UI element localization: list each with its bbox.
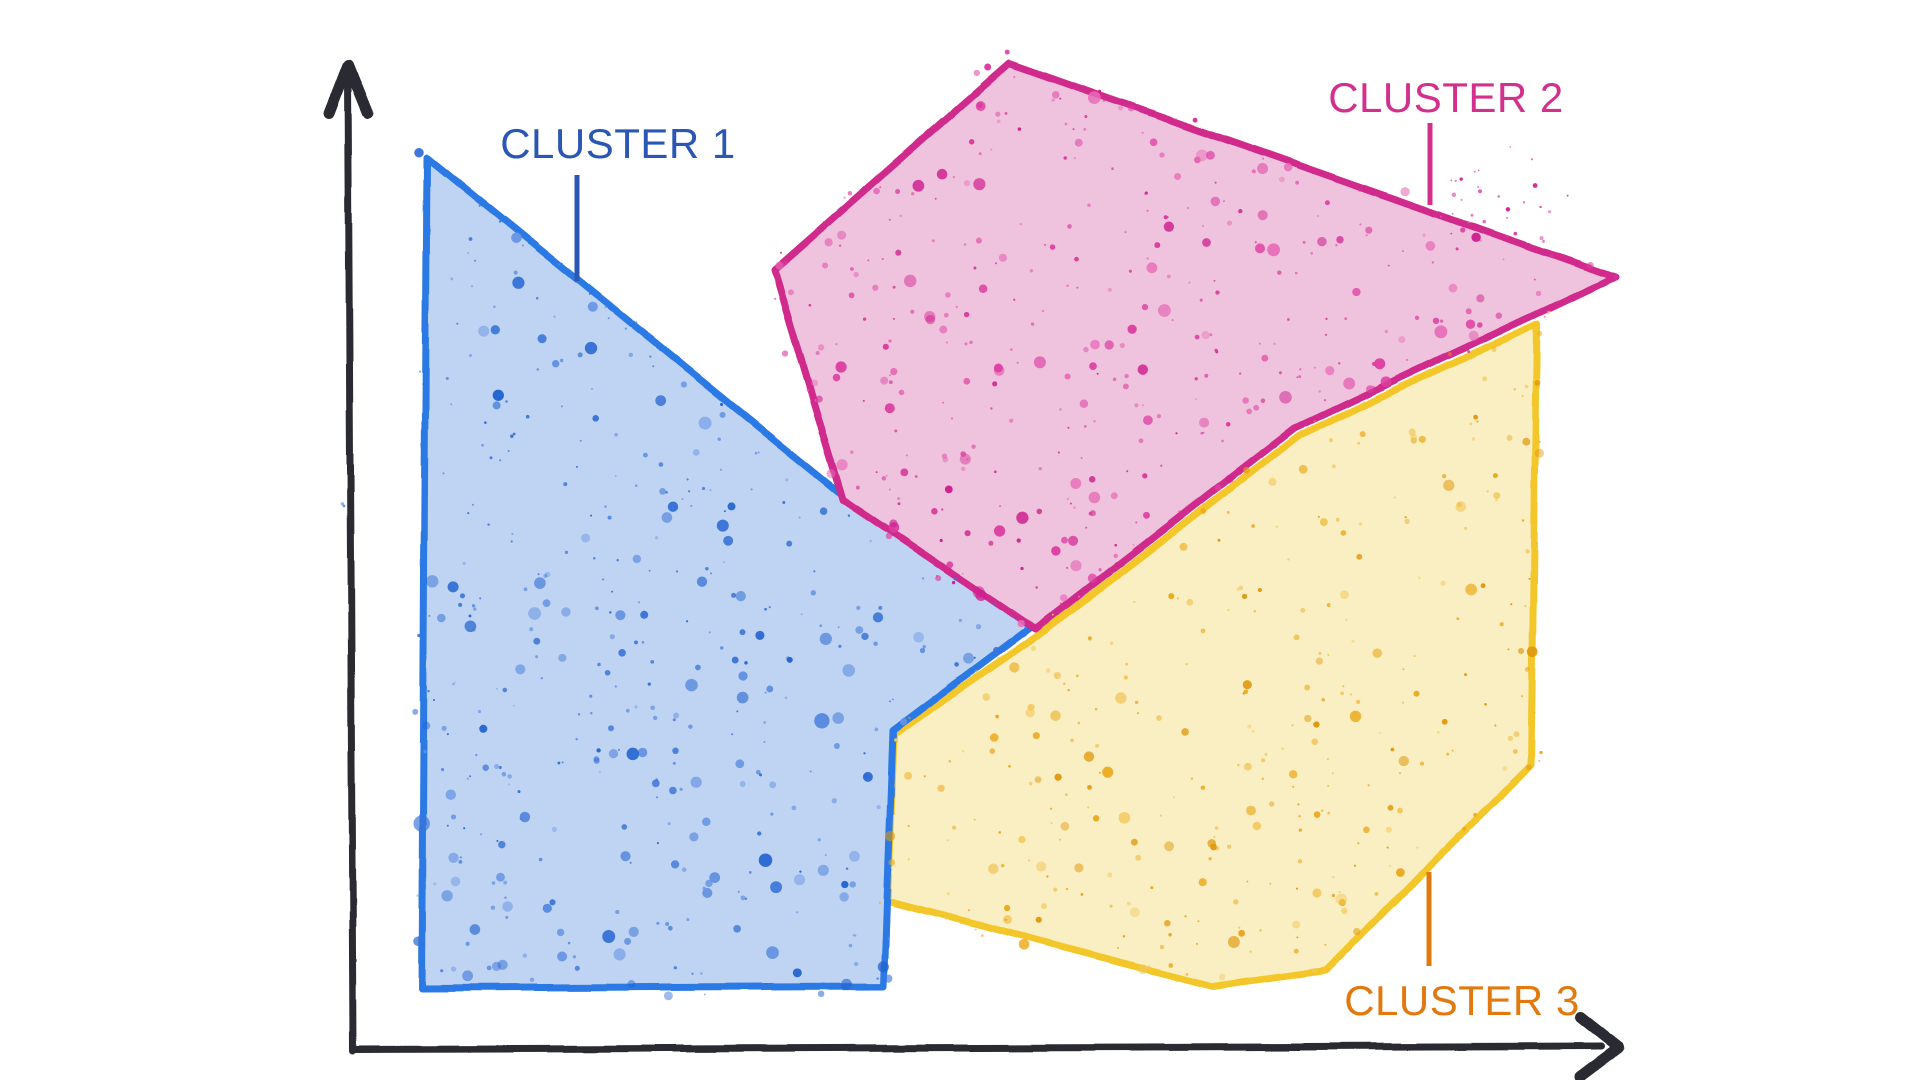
cluster-3-dot-group — [878, 310, 1551, 990]
cluster-regions — [418, 59, 1619, 992]
cluster-2-label: CLUSTER 2 — [1328, 74, 1564, 121]
cluster-2-region — [770, 59, 1619, 633]
x-axis-line — [349, 1042, 1605, 1054]
cluster-callouts: CLUSTER 1 CLUSTER 2 CLUSTER 3 — [500, 74, 1580, 1024]
cluster-1-dot-group — [340, 147, 1000, 1001]
x-axis-arrowhead-icon — [1573, 1011, 1625, 1080]
cluster-dots — [340, 49, 1618, 1001]
axes — [323, 58, 1625, 1080]
y-axis-line — [344, 70, 357, 1055]
y-axis-arrowhead-icon — [323, 58, 374, 119]
cluster-2-dot-group — [774, 49, 1618, 628]
cluster-3-label: CLUSTER 3 — [1344, 977, 1580, 1024]
cluster-1-label: CLUSTER 1 — [500, 120, 736, 167]
